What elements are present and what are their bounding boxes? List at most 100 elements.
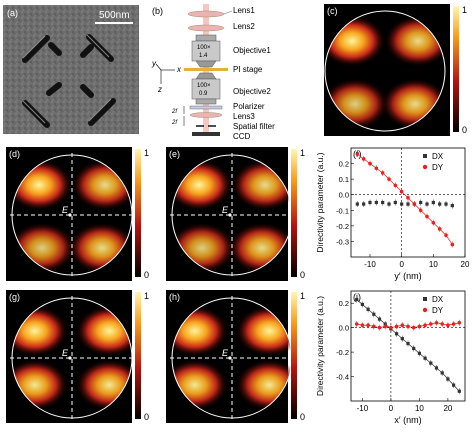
intensity-lobe-1 xyxy=(76,305,132,357)
legend-label-dy: DY xyxy=(432,163,444,172)
point-dy xyxy=(372,324,376,329)
chart-i-svg: (i) -10 0 10 20 -0.4 -0.2 0.0 0.2 x′ (nm) Directiv… xyxy=(315,290,466,425)
focal-label-1: 2f xyxy=(171,109,178,115)
point-dx xyxy=(438,202,442,206)
point-dy xyxy=(387,177,391,181)
point-dx xyxy=(368,200,372,205)
legend-marker-dx xyxy=(423,297,427,301)
colorbar xyxy=(453,6,459,132)
y-tick-label: 0.1 xyxy=(339,175,349,184)
colorbar-min: 0 xyxy=(300,412,305,422)
point-dx xyxy=(429,361,433,365)
map-svg-c: (c) 1 0 xyxy=(324,4,467,136)
point-dy xyxy=(389,325,393,330)
map-panel-h: E (h) 1 0 xyxy=(160,286,312,427)
point-dx xyxy=(440,371,444,375)
lens1-label: Lens1 xyxy=(233,6,255,15)
point-dy xyxy=(354,322,359,326)
point-dx xyxy=(457,389,461,393)
panel-label-c: (c) xyxy=(327,6,338,16)
chart-panel-label: (i) xyxy=(353,292,361,302)
x-tick-label: 0 xyxy=(389,404,394,413)
point-dy xyxy=(366,323,370,328)
point-dx xyxy=(362,202,366,206)
map-panel-c: (c) 1 0 xyxy=(318,0,474,140)
point-dy xyxy=(425,214,429,219)
point-dx xyxy=(393,200,397,205)
point-dy xyxy=(374,166,379,171)
panel-label-h: (h) xyxy=(169,292,180,302)
objective1-label: Objective1 xyxy=(233,46,271,55)
point-dx xyxy=(374,200,378,205)
sem-panel: 500nm (a) xyxy=(3,5,139,134)
map-svg-g: E (g) 1 0 xyxy=(6,290,149,423)
y-tick-label: 0.0 xyxy=(339,324,349,333)
y-tick-label: 0.2 xyxy=(339,299,349,308)
map-panel-d: E (d) 1 0 xyxy=(0,143,156,285)
point-dx xyxy=(419,200,423,205)
panel-label-d: (d) xyxy=(9,149,20,159)
objective2-label: Objective2 xyxy=(233,87,271,96)
point-dx xyxy=(431,200,435,205)
field-marker xyxy=(228,213,232,217)
legend-marker-dy xyxy=(422,164,428,170)
point-dx xyxy=(355,297,359,302)
point-dy xyxy=(429,322,433,326)
x-tick-label: 20 xyxy=(443,404,452,413)
x-tick-label: 20 xyxy=(461,260,470,269)
x-tick-label: -10 xyxy=(357,404,369,413)
point-dx xyxy=(355,202,359,206)
x-tick-label: 10 xyxy=(415,404,424,413)
point-dx xyxy=(372,312,376,316)
map-svg-e: E (e) 1 0 xyxy=(166,147,305,281)
point-dy xyxy=(399,189,404,194)
point-dx xyxy=(400,337,404,341)
map-svg-h: E (h) 1 0 xyxy=(166,290,305,423)
point-dx xyxy=(417,351,421,355)
lens2-label: Lens2 xyxy=(233,22,255,31)
map-background xyxy=(6,290,132,423)
x-tick-label: 10 xyxy=(429,260,438,269)
colorbar-min: 0 xyxy=(462,125,467,135)
point-dx xyxy=(395,332,399,336)
lens1-shape xyxy=(187,10,225,18)
lens3-shape xyxy=(189,112,223,118)
point-dx xyxy=(381,200,385,205)
y-tick-label: -0.4 xyxy=(336,373,349,382)
point-dy xyxy=(368,161,372,166)
intensity-lobe-3 xyxy=(76,359,132,411)
focal-label-2: 2f xyxy=(171,120,178,126)
objective2-na: 0.9 xyxy=(199,91,208,97)
point-dx xyxy=(377,317,382,321)
x-tick-label: -10 xyxy=(364,260,376,269)
y-tick-label: -0.2 xyxy=(336,222,349,231)
x-axis-label: y′ (nm) xyxy=(394,271,421,281)
x-tick-label: 0 xyxy=(399,260,404,269)
point-dy xyxy=(451,322,456,326)
colorbar xyxy=(135,292,141,419)
point-dx xyxy=(406,202,410,206)
objective1-mag: 100× xyxy=(197,45,211,51)
point-dx xyxy=(434,366,439,370)
point-dy xyxy=(393,183,398,188)
point-dy xyxy=(360,323,365,328)
colorbar xyxy=(291,149,297,277)
polarizer-label: Polarizer xyxy=(233,102,265,111)
field-label: E xyxy=(62,348,69,358)
objective1-na: 1.4 xyxy=(199,53,208,59)
lens3-label: Lens3 xyxy=(233,112,255,121)
map-panel-g: E (g) 1 0 xyxy=(0,286,156,427)
point-dy xyxy=(380,171,385,175)
map-svg-d: E (d) 1 0 xyxy=(6,147,149,281)
point-dx xyxy=(360,302,364,307)
point-dy xyxy=(377,325,382,330)
legend-label-dx: DX xyxy=(432,152,444,161)
axis-x-label: x xyxy=(176,65,182,74)
panel-label-b: (b) xyxy=(152,6,163,16)
y-axis-label: Directivity parameter (a.u.) xyxy=(315,152,325,252)
point-dy xyxy=(361,157,366,161)
point-dy xyxy=(406,324,410,329)
point-dy xyxy=(434,320,439,325)
point-dy xyxy=(450,242,455,247)
panel-label-g: (g) xyxy=(9,292,20,302)
